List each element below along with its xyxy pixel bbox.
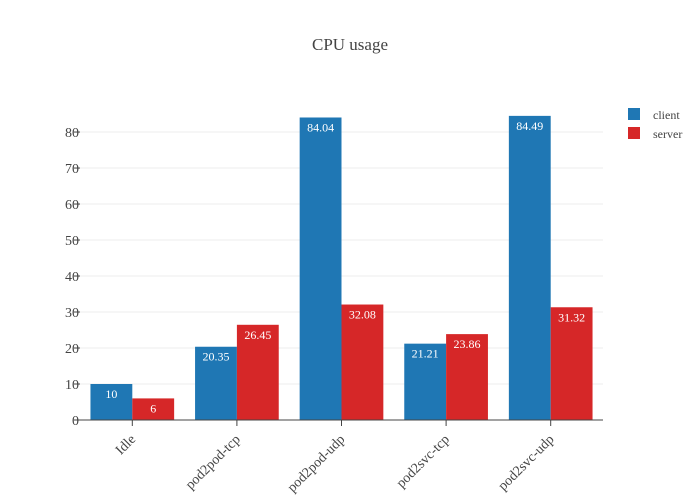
chart-title: CPU usage (312, 35, 388, 54)
bar-client-pod2pod-udp[interactable] (299, 117, 342, 421)
y-tick-label: 30 (65, 306, 79, 321)
data-label-client: 10 (105, 387, 117, 401)
legend-swatch-client[interactable] (628, 108, 640, 120)
legend-label-server[interactable]: server (653, 127, 682, 141)
data-label-server: 23.86 (454, 337, 481, 351)
bar-client-Idle[interactable] (90, 384, 133, 420)
legend-swatch-server[interactable] (628, 127, 640, 139)
bar-client-pod2svc-udp[interactable] (508, 115, 551, 420)
data-label-client: 84.04 (307, 120, 334, 134)
x-tick-label: pod2pod-udp (285, 432, 348, 495)
y-tick-label: 60 (65, 198, 79, 213)
x-tick-label: Idle (113, 432, 139, 458)
x-tick-label: pod2pod-tcp (183, 432, 244, 493)
data-labels: 10 6 20.35 26.45 84.04 32.08 21.21 23.86 84.49 31… (105, 119, 585, 416)
data-label-client: 21.21 (412, 347, 439, 361)
y-tick-label: 50 (65, 234, 79, 249)
bar-server-pod2svc-tcp[interactable] (446, 334, 488, 420)
y-axis: 0 10 20 30 40 50 60 70 80 (65, 126, 80, 429)
bars (90, 115, 593, 421)
data-label-client: 84.49 (516, 119, 543, 133)
y-tick-label: 70 (65, 162, 79, 177)
bar-server-Idle[interactable] (132, 398, 175, 420)
bar-server-pod2pod-tcp[interactable] (236, 324, 279, 420)
data-label-server: 6 (150, 401, 156, 415)
data-label-server: 31.32 (558, 310, 585, 324)
data-label-client: 20.35 (202, 350, 229, 364)
legend-label-client[interactable]: client (653, 108, 680, 122)
y-tick-label: 40 (65, 270, 79, 285)
y-tick-label: 10 (65, 378, 79, 393)
y-tick-label: 0 (72, 414, 79, 429)
data-label-server: 26.45 (244, 328, 271, 342)
bar-server-pod2pod-udp[interactable] (341, 304, 384, 420)
y-tick-label: 20 (65, 342, 79, 357)
x-tick-label: pod2svc-udp (496, 432, 558, 494)
legend[interactable]: client server (628, 108, 682, 141)
data-label-server: 32.08 (349, 308, 376, 322)
x-tick-label: pod2svc-tcp (394, 432, 453, 491)
bar-client-pod2svc-tcp[interactable] (404, 343, 447, 420)
y-tick-label: 80 (65, 126, 79, 141)
bar-client-pod2pod-tcp[interactable] (195, 346, 237, 420)
x-axis: Idle pod2pod-tcp pod2pod-udp pod2svc-tcp pod… (80, 419, 603, 496)
bar-server-pod2svc-udp[interactable] (550, 307, 593, 420)
